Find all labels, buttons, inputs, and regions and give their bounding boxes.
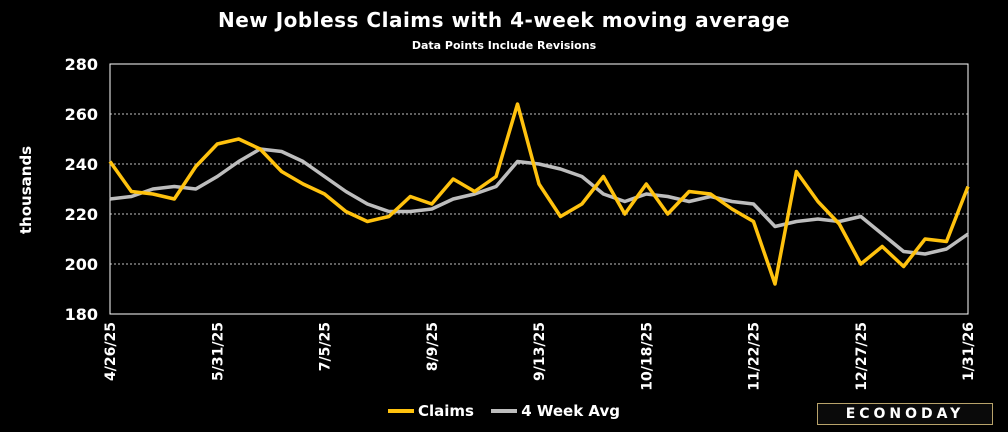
y-tick-label: 200	[65, 255, 98, 274]
x-tick-label: 7/5/25	[318, 322, 334, 371]
x-tick-label: 5/31/25	[210, 322, 226, 381]
legend-label-claims: Claims	[417, 402, 474, 420]
legend-item-4-week-avg: 4 Week Avg	[491, 402, 620, 420]
plot-area-border	[109, 63, 969, 315]
y-tick-labels: 180 200 220 240 260 280	[65, 55, 98, 324]
legend-label-4-week-avg: 4 Week Avg	[521, 402, 621, 420]
econoday-logo: ECONODAY	[817, 403, 993, 425]
x-tick-labels: 4/26/25 5/31/25 7/5/25 8/9/25 9/13/25 10/18/2…	[103, 322, 977, 391]
series-line-claims	[108, 102, 970, 286]
chart-title: New Jobless Claims with 4-week moving av…	[217, 8, 791, 32]
legend-swatch-4-week-avg	[491, 409, 518, 413]
x-tick-label: 1/31/26	[961, 322, 977, 381]
chart-subtitle: Data Points Include Revisions	[411, 39, 597, 52]
x-tick-label: 10/18/25	[639, 322, 655, 391]
grid-lines	[110, 113, 968, 265]
series-line-4-week-avg	[109, 147, 970, 256]
legend-swatch-claims	[387, 409, 414, 413]
legend-item-claims: Claims	[387, 402, 474, 420]
series-lines	[108, 102, 970, 286]
y-tick-label: 180	[65, 305, 98, 324]
y-tick-label: 280	[65, 55, 98, 74]
y-tick-label: 220	[65, 205, 98, 224]
y-tick-label: 260	[65, 105, 98, 124]
x-tick-label: 8/9/25	[425, 322, 441, 371]
x-tick-label: 12/27/25	[854, 322, 870, 391]
y-tick-label: 240	[65, 155, 98, 174]
x-tick-label: 11/22/25	[747, 322, 763, 391]
legend: Claims 4 Week Avg	[0, 399, 1008, 420]
x-tick-label: 4/26/25	[103, 322, 119, 381]
x-tick-label: 9/13/25	[532, 322, 548, 381]
